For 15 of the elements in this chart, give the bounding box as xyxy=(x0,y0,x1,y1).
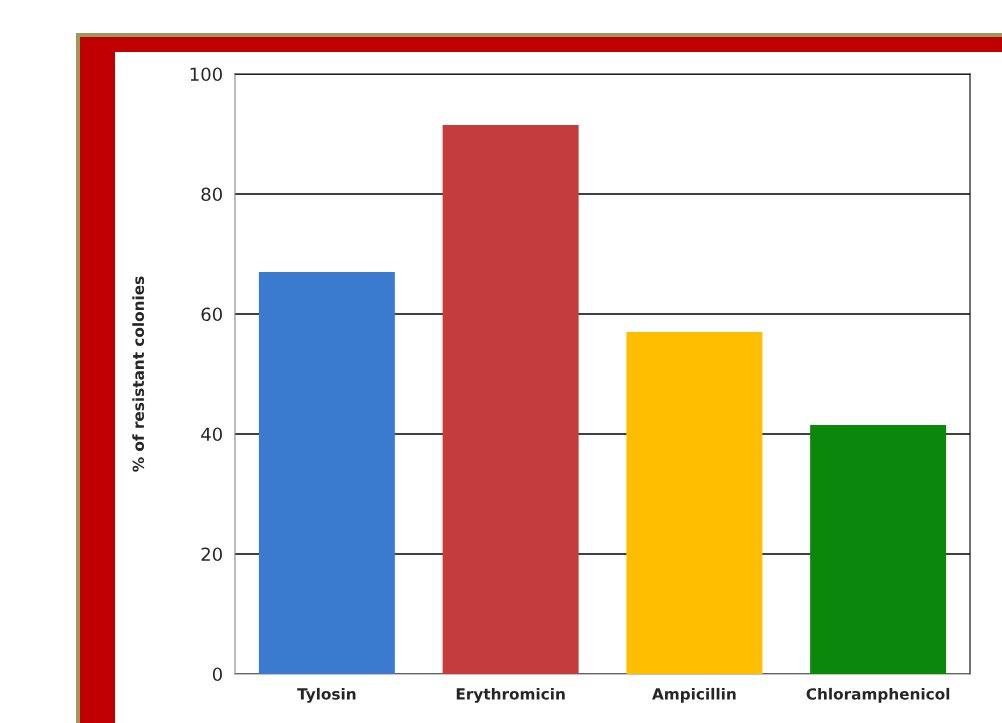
x-tick-label: Tylosin xyxy=(297,687,356,703)
bar xyxy=(626,332,763,674)
bar xyxy=(442,125,579,674)
x-tick-label: Erythromicin xyxy=(456,687,565,703)
x-tick-label: Chloramphenicol xyxy=(806,687,950,703)
y-tick-label: 80 xyxy=(201,187,222,202)
y-tick-label: 20 xyxy=(201,547,222,562)
y-tick-label: 0 xyxy=(212,667,222,682)
y-axis-title: % of resistant colonies xyxy=(132,276,145,472)
bar xyxy=(258,272,395,674)
y-tick-label: 40 xyxy=(201,427,222,442)
x-tick-label: Ampicillin xyxy=(652,687,736,703)
bar xyxy=(810,425,947,674)
y-tick-label: 100 xyxy=(190,67,222,82)
y-tick-label: 60 xyxy=(201,307,222,322)
